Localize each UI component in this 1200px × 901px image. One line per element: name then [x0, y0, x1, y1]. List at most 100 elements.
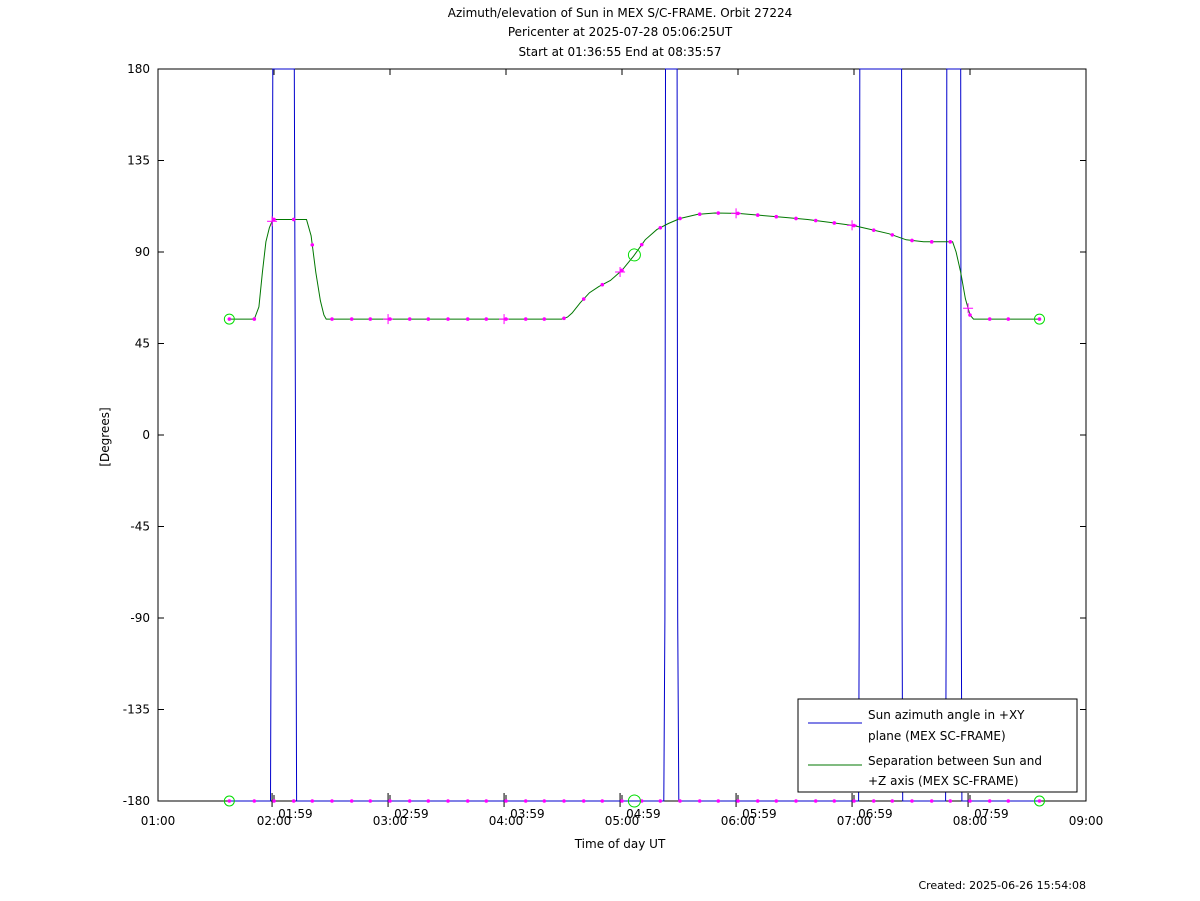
azimuth-marker	[697, 799, 702, 803]
azimuth-marker	[948, 799, 953, 803]
hour-marker-label: 06:59	[858, 807, 893, 821]
separation-marker	[620, 268, 624, 273]
y-tick-label: 90	[135, 245, 150, 259]
separation-marker	[446, 317, 450, 321]
azimuth-marker	[1006, 799, 1011, 803]
hour-marker-label: 04:59	[626, 807, 661, 821]
x-tick-label: 04:00	[489, 814, 524, 828]
endpoint-circle-azimuth	[223, 795, 235, 807]
x-tick-label: 03:00	[373, 814, 408, 828]
separation-marker	[407, 317, 412, 321]
azimuth-marker	[407, 799, 412, 803]
separation-marker	[227, 317, 232, 321]
azimuth-marker	[987, 799, 992, 803]
y-axis-label: [Degrees]	[98, 407, 112, 466]
separation-marker	[774, 214, 779, 219]
azimuth-marker	[600, 799, 605, 803]
azimuth-marker	[620, 799, 624, 803]
azimuth-marker	[736, 799, 740, 803]
separation-marker	[755, 213, 760, 217]
separation-marker	[252, 317, 257, 321]
x-axis-label: Time of day UT	[574, 837, 666, 851]
hour-marker-label: 02:59	[394, 807, 429, 821]
azimuth-marker	[523, 799, 528, 803]
legend-label-separation-1: Separation between Sun and	[868, 754, 1042, 768]
y-tick-label: -45	[130, 520, 150, 534]
separation-marker	[948, 240, 953, 244]
separation-marker	[368, 317, 373, 321]
x-tick-label: 01:00	[141, 814, 176, 828]
endpoint-circle-separation	[1033, 313, 1045, 325]
azimuth-marker	[890, 799, 895, 803]
azimuth-marker	[794, 799, 798, 803]
separation-marker	[484, 317, 489, 321]
y-tick-label: -90	[130, 611, 150, 625]
separation-marker	[310, 243, 315, 247]
separation-marker	[929, 240, 934, 244]
azimuth-marker	[272, 799, 276, 803]
azimuth-marker	[813, 799, 818, 803]
azimuth-marker	[227, 799, 232, 803]
azimuth-series-line	[229, 68, 1040, 802]
x-tick-label: 09:00	[1069, 814, 1104, 828]
x-tick-label: 02:00	[257, 814, 292, 828]
separation-marker	[542, 317, 547, 321]
separation-marker	[426, 317, 431, 321]
separation-marker	[562, 316, 566, 321]
chart-title: Azimuth/elevation of Sun in MEX S/C-FRAM…	[448, 6, 793, 59]
azimuth-marker	[349, 799, 354, 803]
plot-area	[157, 68, 1087, 802]
azimuth-marker	[368, 799, 373, 803]
y-tick-label: 180	[127, 62, 150, 76]
azimuth-marker	[446, 799, 450, 803]
azimuth-marker	[562, 799, 566, 803]
azimuth-marker	[388, 799, 392, 803]
azimuth-marker	[910, 799, 914, 803]
legend-label-separation-2: +Z axis (MEX SC-FRAME)	[868, 774, 1019, 788]
legend-label-azimuth-1: Sun azimuth angle in +XY	[868, 708, 1025, 722]
separation-marker	[1006, 317, 1011, 321]
y-tick-label: 135	[127, 154, 150, 168]
separation-marker	[910, 238, 914, 243]
axis-ticks: 01:00 02:00 03:00 04:00 05:00 06:00 07:00 08:00…	[123, 62, 1104, 828]
y-tick-label: -180	[123, 794, 150, 808]
azimuth-marker	[678, 799, 682, 803]
azimuth-marker	[465, 799, 470, 803]
azimuth-marker	[871, 799, 876, 803]
x-tick-label: 05:00	[605, 814, 640, 828]
y-tick-label: 45	[135, 337, 150, 351]
title-line-3: Start at 01:36:55 End at 08:35:57	[518, 45, 721, 59]
azimuth-marker	[542, 799, 547, 803]
title-line-2: Pericenter at 2025-07-28 05:06:25UT	[508, 25, 733, 39]
azimuth-marker	[929, 799, 934, 803]
separation-marker	[349, 317, 354, 321]
title-line-1: Azimuth/elevation of Sun in MEX S/C-FRAM…	[448, 6, 793, 20]
separation-marker	[291, 217, 296, 222]
azimuth-marker	[504, 799, 508, 803]
hour-marker-label: 05:59	[742, 807, 777, 821]
hour-marker-label: 03:59	[510, 807, 545, 821]
separation-marker	[600, 282, 605, 287]
hour-marker-label: 01:59	[278, 807, 313, 821]
azimuth-marker	[581, 799, 586, 803]
separation-marker	[465, 317, 470, 321]
separation-marker	[987, 317, 992, 321]
separation-marker	[272, 217, 276, 222]
separation-marker	[716, 211, 721, 215]
azimuth-marker	[426, 799, 431, 803]
azimuth-marker	[291, 799, 296, 803]
legend-label-azimuth-2: plane (MEX SC-FRAME)	[868, 729, 1006, 743]
separation-marker	[813, 218, 818, 223]
separation-marker	[697, 212, 702, 216]
hour-marker-label: 07:59	[974, 807, 1009, 821]
separation-marker	[832, 221, 837, 225]
azimuth-marker	[658, 799, 663, 803]
legend-box	[797, 698, 1078, 793]
separation-marker	[871, 228, 876, 232]
y-tick-label: 0	[142, 428, 150, 442]
separation-marker	[330, 317, 334, 321]
azimuth-marker	[755, 799, 760, 803]
x-tick-label: 07:00	[837, 814, 872, 828]
endpoint-circle-azimuth	[1033, 795, 1045, 807]
